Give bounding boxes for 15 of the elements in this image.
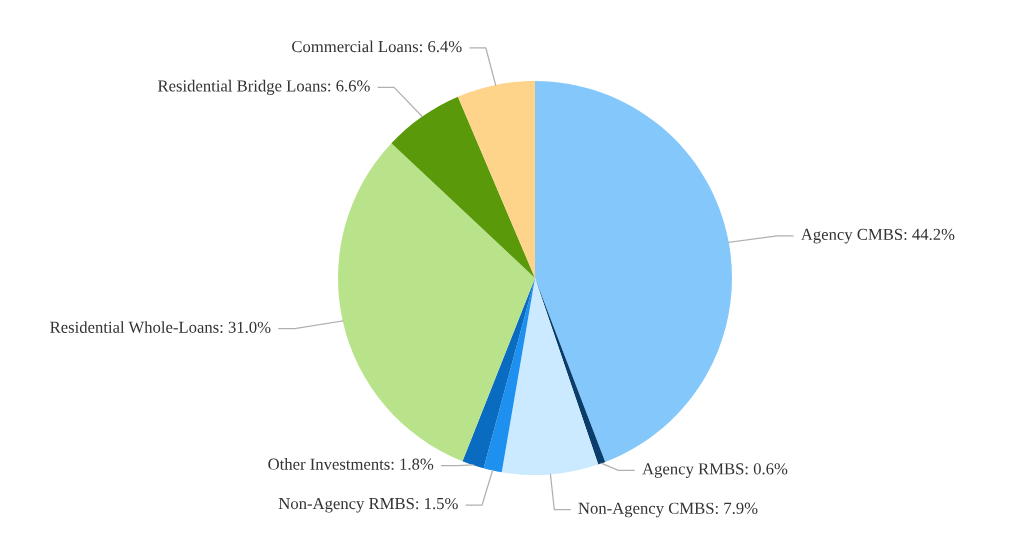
slice-label: Residential Bridge Loans: 6.6% [157, 79, 370, 95]
slice-label: Agency CMBS: 44.2% [800, 228, 955, 244]
pie-slice [535, 278, 606, 465]
pie-slice [391, 96, 535, 278]
pie-slice [483, 278, 535, 473]
slice-label: Non-Agency RMBS: 1.5% [278, 497, 458, 513]
pie-slice [462, 278, 535, 469]
pie-slice [535, 81, 732, 463]
slice-label: Other Investments: 1.8% [268, 458, 434, 470]
slice-label: Residential Whole-Loans: 31.0% [50, 321, 271, 333]
slice-label: Non-Agency CMBS: 7.9% [578, 502, 758, 518]
pie-slice [457, 81, 535, 278]
slice-label: Commercial Loans: 6.4% [292, 40, 462, 53]
pie-slice [501, 278, 599, 475]
slice-label: Agency RMBS: 0.6% [642, 463, 788, 478]
